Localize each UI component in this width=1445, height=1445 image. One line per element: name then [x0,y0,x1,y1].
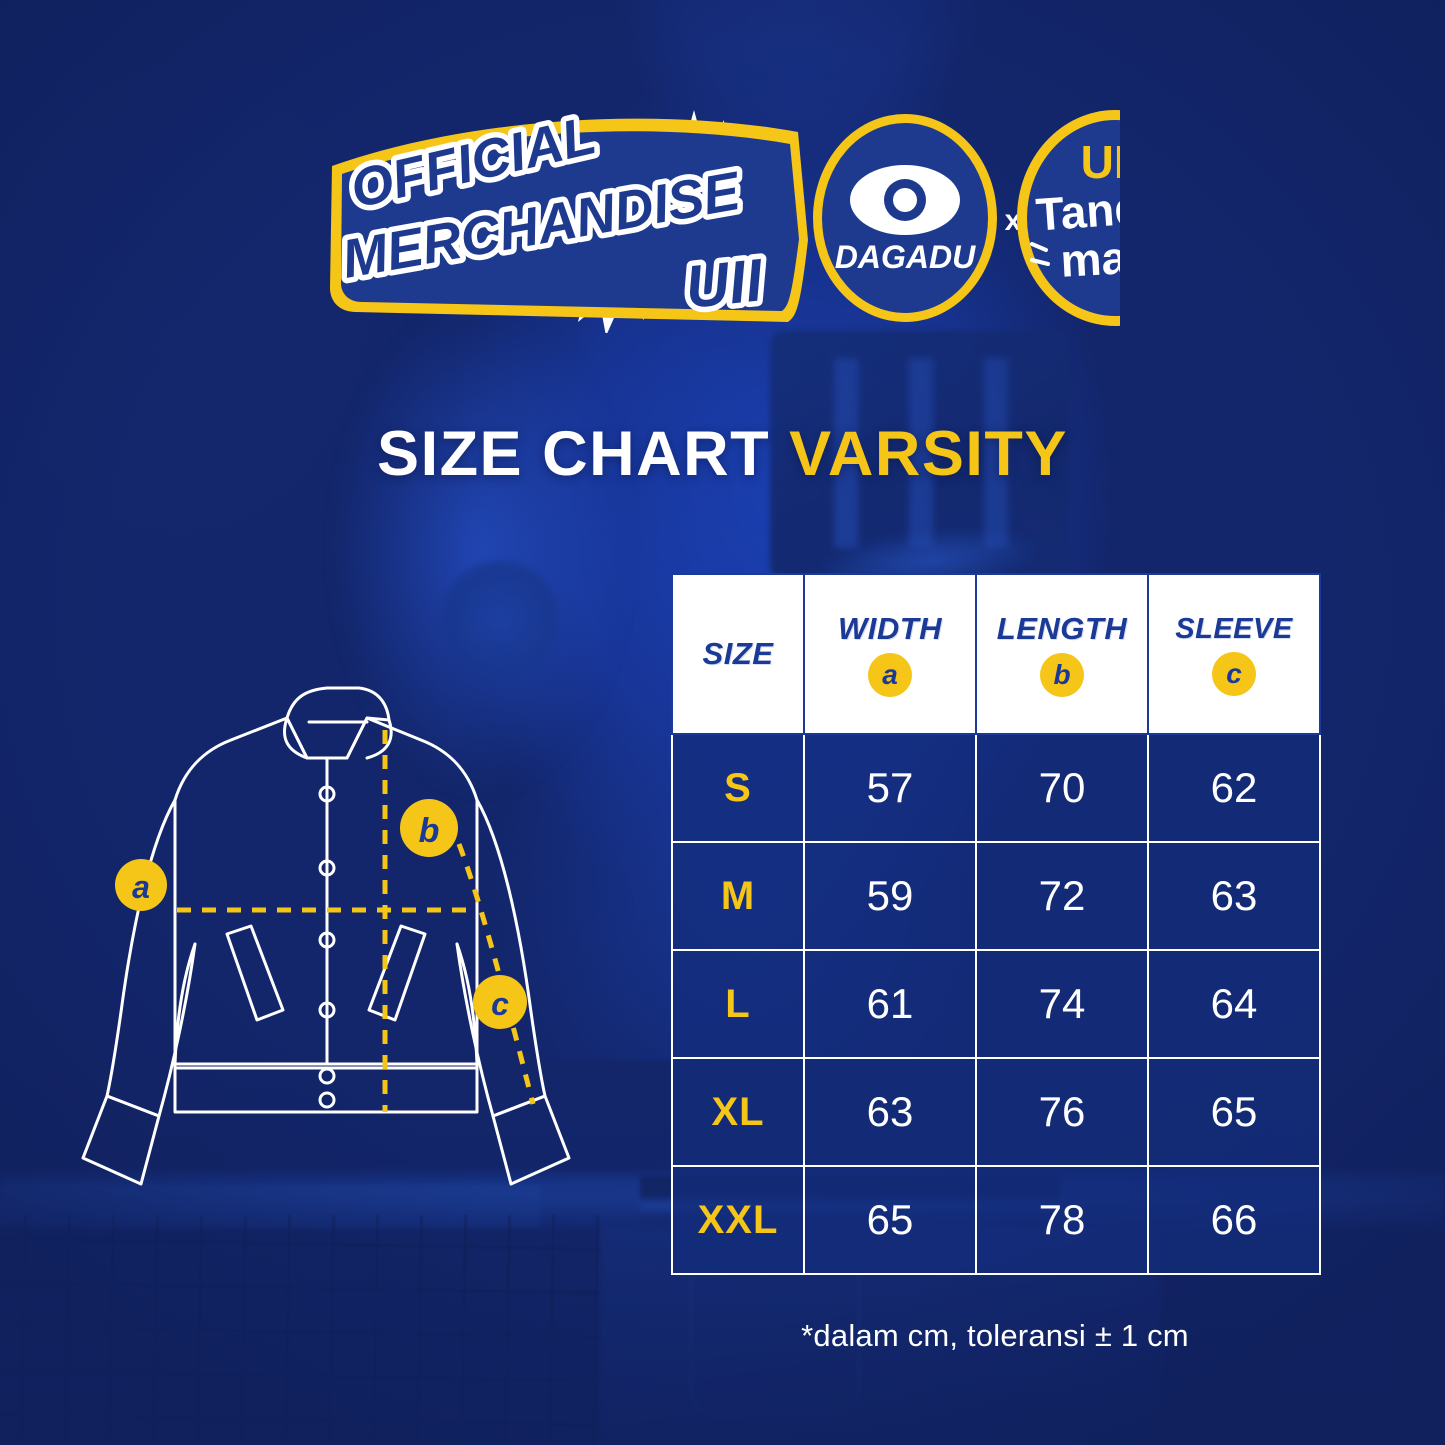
cell-sleeve: 63 [1147,841,1321,951]
tandamata-accent-marks-icon [1030,242,1050,266]
column-label-length: LENGTH [996,611,1128,646]
table-row: S 57 70 62 [671,733,1321,843]
column-header-sleeve: SLEEVE c [1147,573,1321,735]
dagadu-wordmark: DAGADU [835,239,976,275]
cell-size: M [671,841,805,951]
badge-line3: UII [682,246,767,321]
badge-ribbon-body [341,131,799,311]
cell-width: 59 [803,841,977,951]
cell-size: L [671,949,805,1059]
column-header-length: LENGTH b [975,573,1149,735]
cell-sleeve: 65 [1147,1057,1321,1167]
column-key-c: c [1212,651,1256,696]
jacket-buttons-icon [318,785,336,1109]
marker-circle-a: a [115,859,167,911]
column-label-sleeve: SLEEVE [1175,612,1293,645]
table-row: M 59 72 63 [671,841,1321,951]
jacket-outline-icon [81,686,571,1186]
column-key-a: a [868,653,912,697]
column-key-b: b [1040,653,1084,697]
cell-width: 63 [803,1057,977,1167]
dagadu-logo: DAGADU [813,114,997,322]
measurement-guides [177,730,536,1112]
column-header-size: SIZE [671,573,805,735]
cell-length: 72 [975,841,1149,951]
marker-label-c: c [491,986,509,1022]
cell-length: 78 [975,1165,1149,1275]
tandamata-mata: mata [1059,229,1120,287]
table-row: XXL 65 78 66 [671,1165,1321,1275]
marker-circle-c: c [473,975,527,1029]
measurement-markers: a b c [115,799,527,1029]
page-title-main: SIZE CHART [377,419,771,489]
column-header-width: WIDTH a [803,573,977,735]
cell-size: XL [671,1057,805,1167]
table-row: L 61 74 64 [671,949,1321,1059]
marker-label-a: a [132,869,150,905]
dagadu-eye-icon [850,165,960,235]
cell-length: 70 [975,733,1149,843]
tandamata-tanda: Tanda [1034,179,1120,240]
cell-sleeve: 64 [1147,949,1321,1059]
column-label-size: SIZE [702,636,774,671]
official-merchandise-badge: OFFICIAL MERCHANDISE UII DAGADU x [320,108,1120,333]
table-row: XL 63 76 65 [671,1057,1321,1167]
table-footnote: *dalam cm, toleransi ± 1 cm [801,1318,1189,1353]
size-chart-table: SIZE WIDTH a LENGTH b [671,573,1321,1275]
page-title: SIZE CHART VARSITY [0,418,1445,490]
page-title-accent: VARSITY [789,419,1068,489]
guide-sleeve-c [456,843,536,1105]
cell-size: XXL [671,1165,805,1275]
cell-length: 74 [975,949,1149,1059]
cell-width: 61 [803,949,977,1059]
cell-sleeve: 66 [1147,1165,1321,1275]
marker-circle-b: b [400,799,458,857]
jacket-measurement-diagram: a b c [55,672,645,1202]
table-header-row: SIZE WIDTH a LENGTH b [671,573,1321,735]
marker-label-b: b [419,812,440,850]
cell-width: 57 [803,733,977,843]
cell-size: S [671,733,805,843]
cell-length: 76 [975,1057,1149,1167]
column-label-width: WIDTH [837,611,943,646]
tandamata-uii: UII [1081,136,1120,188]
cell-sleeve: 62 [1147,733,1321,843]
cell-width: 65 [803,1165,977,1275]
uii-tandamata-logo: UII Tanda mata [1017,110,1120,326]
